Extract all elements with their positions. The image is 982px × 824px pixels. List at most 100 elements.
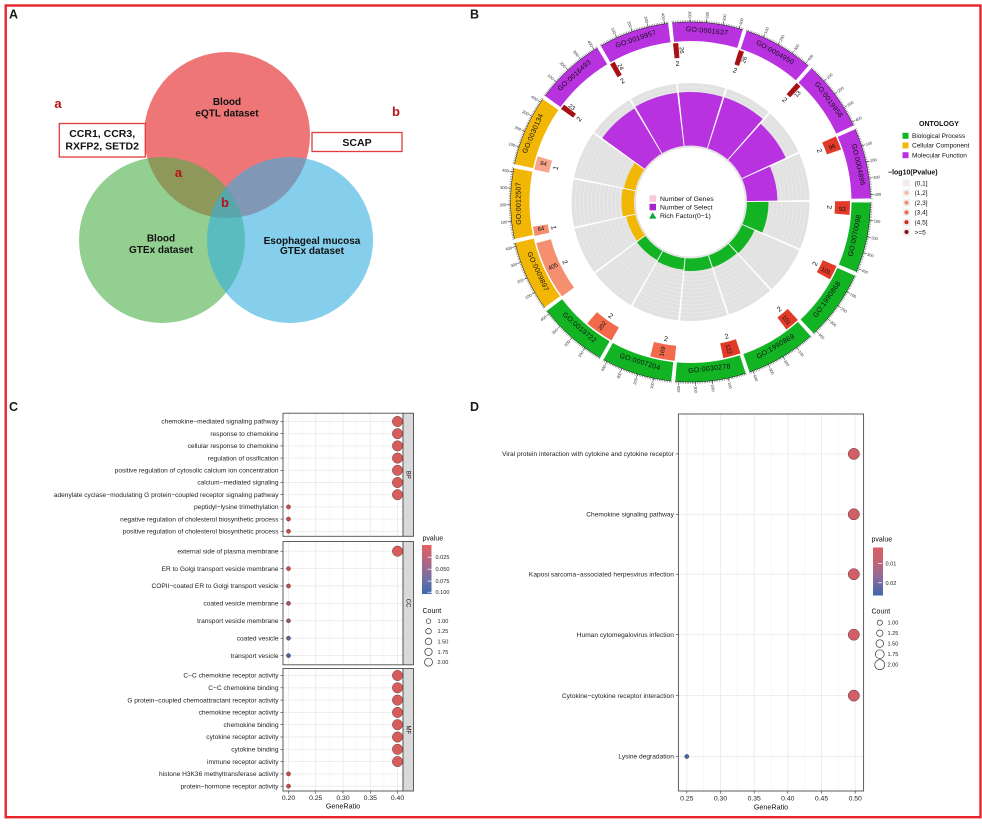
svg-text:positive regulation of cytosol: positive regulation of cytosolic calcium… <box>115 468 279 475</box>
svg-text:26: 26 <box>678 47 684 55</box>
svg-text:1.50: 1.50 <box>438 639 449 645</box>
svg-text:Number of Select: Number of Select <box>660 205 713 212</box>
svg-text:A: A <box>9 8 18 22</box>
svg-text:100: 100 <box>687 11 692 18</box>
svg-text:chemokine binding: chemokine binding <box>224 722 279 729</box>
svg-text:0.40: 0.40 <box>391 795 404 802</box>
svg-text:1.25: 1.25 <box>438 629 449 635</box>
svg-text:regulation of ossification: regulation of ossification <box>208 455 279 462</box>
svg-text:cellular response to chemokine: cellular response to chemokine <box>188 443 279 450</box>
svg-text:93: 93 <box>839 207 847 213</box>
svg-text:protein−hormone receptor activ: protein−hormone receptor activity <box>180 783 279 790</box>
svg-text:GTEx dataset: GTEx dataset <box>129 245 194 256</box>
svg-text:MF: MF <box>405 725 411 734</box>
svg-text:ONTOLOGY: ONTOLOGY <box>919 121 959 128</box>
svg-text:histone H3K36 methyltransferas: histone H3K36 methyltransferase activity <box>159 771 279 778</box>
svg-text:2: 2 <box>675 61 680 68</box>
svg-text:negative regulation of cholest: negative regulation of cholesterol biosy… <box>120 516 279 523</box>
svg-text:2.00: 2.00 <box>888 663 899 669</box>
svg-text:0.075: 0.075 <box>436 579 450 585</box>
svg-text:transport vesicle: transport vesicle <box>230 653 278 660</box>
svg-text:200: 200 <box>704 11 710 19</box>
svg-text:1.75: 1.75 <box>888 652 899 658</box>
svg-text:coated vesicle: coated vesicle <box>237 635 279 642</box>
svg-text:Cytokine−cytokine receptor int: Cytokine−cytokine receptor interaction <box>562 693 674 700</box>
svg-text:COPII−coated ER to Golgi trans: COPII−coated ER to Golgi transport vesic… <box>152 583 279 590</box>
svg-text:>=5: >=5 <box>915 229 927 236</box>
svg-text:Number of Genes: Number of Genes <box>660 196 714 203</box>
svg-text:SCAP: SCAP <box>342 137 371 149</box>
svg-text:2: 2 <box>825 205 832 209</box>
svg-text:coated vesicle membrane: coated vesicle membrane <box>203 601 278 608</box>
svg-text:chemokine receptor activity: chemokine receptor activity <box>199 710 280 717</box>
svg-text:0.20: 0.20 <box>282 795 295 802</box>
svg-text:b: b <box>221 195 229 210</box>
svg-text:chemokine−mediated signaling p: chemokine−mediated signaling pathway <box>161 419 279 426</box>
svg-text:(0,1]: (0,1] <box>915 180 928 187</box>
svg-text:a: a <box>54 96 62 111</box>
svg-text:transport vesicle membrane: transport vesicle membrane <box>197 618 279 625</box>
svg-text:1.00: 1.00 <box>438 619 449 625</box>
svg-text:0.35: 0.35 <box>364 795 377 802</box>
svg-text:0.01: 0.01 <box>886 562 897 568</box>
svg-text:C−C chemokine binding: C−C chemokine binding <box>208 685 279 692</box>
svg-text:ER to Golgi transport vesicle: ER to Golgi transport vesicle membrane <box>162 566 279 573</box>
svg-text:immune receptor activity: immune receptor activity <box>207 759 279 766</box>
svg-text:1.75: 1.75 <box>438 650 449 656</box>
svg-text:400: 400 <box>874 192 882 197</box>
svg-text:Count: Count <box>872 609 891 616</box>
svg-text:pvalue: pvalue <box>872 537 893 544</box>
svg-text:RXFP2, SETD2: RXFP2, SETD2 <box>65 141 139 153</box>
svg-text:peptidyl−lysine trimethylation: peptidyl−lysine trimethylation <box>194 504 279 511</box>
svg-text:C−C chemokine receptor activit: C−C chemokine receptor activity <box>183 673 279 680</box>
svg-text:b: b <box>392 104 400 119</box>
svg-text:300: 300 <box>693 386 698 394</box>
svg-text:0.40: 0.40 <box>781 796 794 803</box>
svg-text:G protein−coupled chemoattract: G protein−coupled chemoattractant recept… <box>127 697 279 704</box>
svg-text:0.35: 0.35 <box>748 796 761 803</box>
svg-text:BP: BP <box>405 471 411 479</box>
svg-text:1.00: 1.00 <box>888 621 899 627</box>
svg-text:400: 400 <box>676 385 681 393</box>
svg-text:Cellular Component: Cellular Component <box>912 143 970 150</box>
svg-text:C: C <box>9 400 18 414</box>
svg-text:(1,2]: (1,2] <box>915 190 928 197</box>
svg-text:100: 100 <box>874 218 882 224</box>
svg-text:0.25: 0.25 <box>680 796 693 803</box>
svg-text:0.02: 0.02 <box>886 581 897 587</box>
svg-text:a: a <box>175 165 183 180</box>
svg-text:eQTL dataset: eQTL dataset <box>195 109 259 120</box>
svg-text:300: 300 <box>500 185 508 191</box>
svg-text:GeneRatio: GeneRatio <box>326 802 360 811</box>
svg-text:adenylate cyclase−modulating G: adenylate cyclase−modulating G protein−c… <box>54 492 279 499</box>
svg-text:Blood: Blood <box>213 97 241 108</box>
svg-text:CCR1, CCR3,: CCR1, CCR3, <box>69 128 135 140</box>
svg-text:external side of plasma membra: external side of plasma membrane <box>177 548 278 555</box>
svg-text:Chemokine signaling pathway: Chemokine signaling pathway <box>586 512 674 519</box>
svg-text:Count: Count <box>423 608 442 615</box>
svg-text:Rich Factor(0−1): Rich Factor(0−1) <box>660 213 711 220</box>
svg-text:calcium−mediated signaling: calcium−mediated signaling <box>197 480 279 487</box>
svg-text:−log10(Pvalue): −log10(Pvalue) <box>888 170 938 177</box>
svg-text:0.25: 0.25 <box>309 795 322 802</box>
svg-text:Lysine degradation: Lysine degradation <box>618 754 674 761</box>
svg-text:(3,4]: (3,4] <box>915 210 928 217</box>
svg-text:cytokine receptor activity: cytokine receptor activity <box>206 734 279 741</box>
svg-text:B: B <box>470 8 479 22</box>
svg-text:0.50: 0.50 <box>849 796 862 803</box>
svg-text:cytokine binding: cytokine binding <box>231 747 279 754</box>
svg-text:0.050: 0.050 <box>436 567 450 573</box>
svg-text:Molecular Function: Molecular Function <box>912 152 967 159</box>
svg-text:Viral protein interaction with: Viral protein interaction with cytokine … <box>502 451 675 458</box>
svg-text:0.45: 0.45 <box>815 796 828 803</box>
svg-text:response to chemokine: response to chemokine <box>210 431 279 438</box>
svg-text:0.025: 0.025 <box>436 555 450 561</box>
svg-text:1.50: 1.50 <box>888 642 899 648</box>
svg-text:(2,3]: (2,3] <box>915 200 928 207</box>
svg-text:0.100: 0.100 <box>436 590 450 596</box>
svg-text:0.30: 0.30 <box>714 796 727 803</box>
svg-text:Kaposi sarcoma−associated herp: Kaposi sarcoma−associated herpesvirus in… <box>529 571 674 578</box>
svg-text:200: 200 <box>500 202 508 207</box>
svg-text:2.00: 2.00 <box>438 660 449 666</box>
svg-text:positive regulation of cholest: positive regulation of cholesterol biosy… <box>123 529 279 536</box>
